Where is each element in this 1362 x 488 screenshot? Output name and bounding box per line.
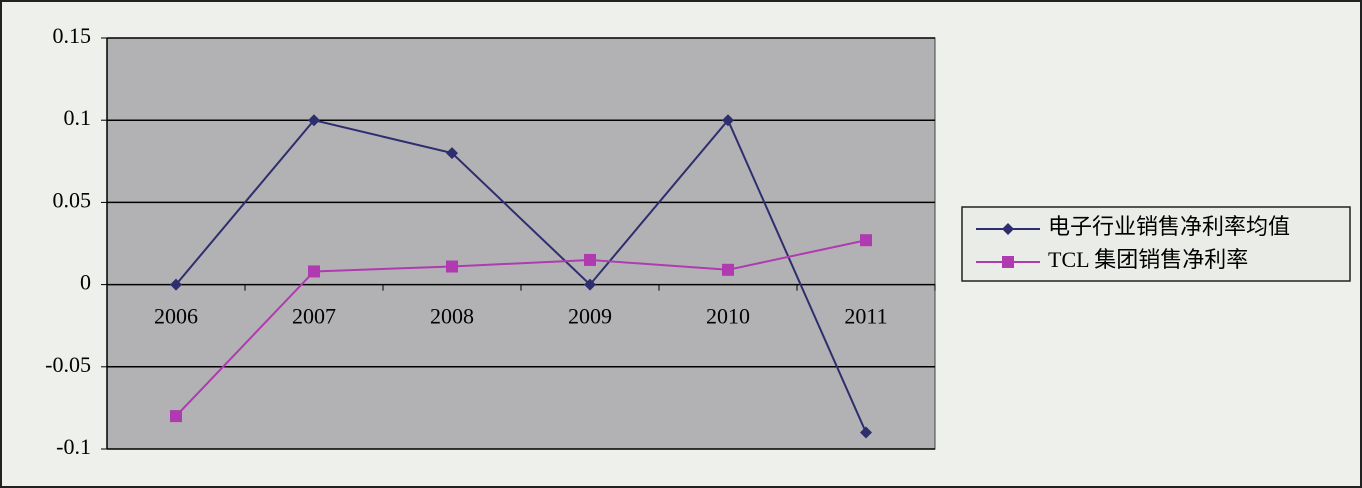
marker xyxy=(584,278,596,291)
marker xyxy=(446,260,458,273)
legend-label: 电子行业销售净利率均值 xyxy=(1048,214,1290,239)
plot-area xyxy=(106,37,936,450)
y-tick-label: 0 xyxy=(80,270,91,295)
y-tick-label: 0.1 xyxy=(64,105,92,130)
marker xyxy=(170,410,182,423)
legend-label: TCL 集团销售净利率 xyxy=(1048,247,1248,272)
x-tick-label: 2006 xyxy=(154,304,198,329)
marker xyxy=(1002,256,1014,268)
y-tick-label: 0.15 xyxy=(53,23,92,48)
marker xyxy=(1002,223,1014,235)
marker xyxy=(860,234,872,247)
series-line xyxy=(175,239,867,417)
y-tick-label: -0.1 xyxy=(56,434,91,459)
marker xyxy=(722,114,734,127)
marker xyxy=(860,426,872,439)
y-tick-label: 0.05 xyxy=(53,187,92,212)
marker xyxy=(308,114,320,127)
x-tick-label: 2009 xyxy=(568,304,612,329)
x-tick-label: 2011 xyxy=(844,304,887,329)
x-tick-label: 2010 xyxy=(706,304,750,329)
marker xyxy=(584,253,596,266)
marker xyxy=(446,147,458,160)
x-tick-label: 2008 xyxy=(430,304,474,329)
y-tick-label: -0.05 xyxy=(45,352,91,377)
marker xyxy=(170,278,182,291)
x-tick-label: 2007 xyxy=(292,304,336,329)
marker xyxy=(722,263,734,276)
series-line xyxy=(175,118,867,433)
legend-box xyxy=(961,206,1351,282)
marker xyxy=(308,265,320,278)
